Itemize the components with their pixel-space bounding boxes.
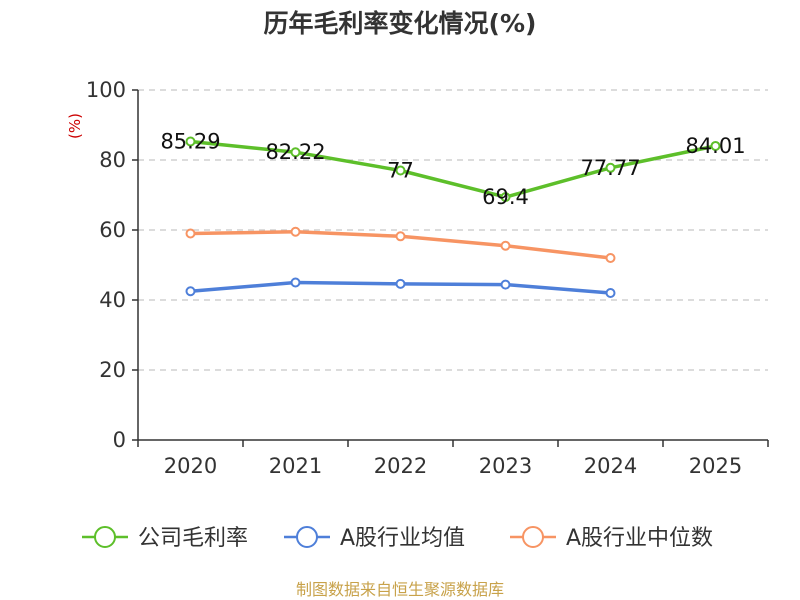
series-1-point-2024: [605, 288, 616, 298]
legend: 公司毛利率 A股行业均值 A股行业中位数: [82, 526, 713, 551]
x-tick-label-2024: 2024: [584, 454, 637, 478]
data-label-2024: 77.77: [580, 156, 640, 180]
x-tick-label-2023: 2023: [479, 454, 532, 478]
series-0-point-2024: [605, 162, 616, 173]
series-2-point-2021: [290, 226, 301, 237]
series-2-point-2022: [395, 231, 406, 242]
y-tick-label-100: 100: [86, 78, 126, 102]
series-2-point-2024: [605, 253, 616, 263]
series-1-point-2020: [185, 286, 196, 297]
y-tick-label-40: 40: [99, 288, 126, 312]
data-labels: 85.29 82.22 77 69.4 77.77 84.01: [160, 129, 745, 209]
legend-label-1: A股行业均值: [340, 526, 465, 551]
series-1-point-2023: [500, 279, 511, 290]
axes: 0 20 40 60 80 100 2020 2021 2022 2023 2024 2025: [86, 78, 769, 478]
legend-marker-1: [296, 526, 318, 548]
series-2-point-2020: [185, 228, 196, 239]
series-0-point-2020: [185, 136, 196, 147]
series-1-point-2022: [395, 278, 406, 289]
series-2-point-2023: [500, 240, 511, 251]
y-tick-label-0: 0: [113, 428, 126, 452]
y-tick-label-60: 60: [99, 218, 126, 242]
series-0-point-2022: [395, 165, 406, 176]
series-0-point-2023: [500, 192, 511, 203]
x-tick-label-2022: 2022: [374, 454, 427, 478]
source-note: 制图数据来自恒生聚源数据库: [296, 580, 504, 599]
grid-lines: [138, 89, 768, 371]
series-1-point-2021: [290, 277, 301, 288]
series-0-point-2021: [290, 147, 301, 158]
y-axis-unit-label: (%): [66, 113, 84, 139]
series-lines: [185, 136, 721, 298]
series-0-point-2025: [710, 140, 721, 151]
legend-marker-0: [94, 526, 116, 548]
chart-title: 历年毛利率变化情况(%): [264, 9, 537, 38]
x-tick-label-2021: 2021: [269, 454, 322, 478]
y-tick-label-20: 20: [99, 358, 126, 382]
data-label-2022: 77: [387, 159, 414, 183]
y-tick-label-80: 80: [99, 148, 126, 172]
legend-label-2: A股行业中位数: [566, 526, 713, 551]
x-tick-label-2025: 2025: [689, 454, 742, 478]
legend-marker-2: [522, 526, 544, 548]
series-line-0: [190, 139, 716, 199]
x-tick-label-2020: 2020: [164, 454, 217, 478]
data-label-2021: 82.22: [265, 140, 325, 164]
data-label-2023: 69.4: [482, 185, 529, 209]
legend-label-0: 公司毛利率: [138, 526, 248, 551]
data-label-2020: 85.29: [160, 129, 220, 153]
data-label-2025: 84.01: [685, 134, 745, 158]
